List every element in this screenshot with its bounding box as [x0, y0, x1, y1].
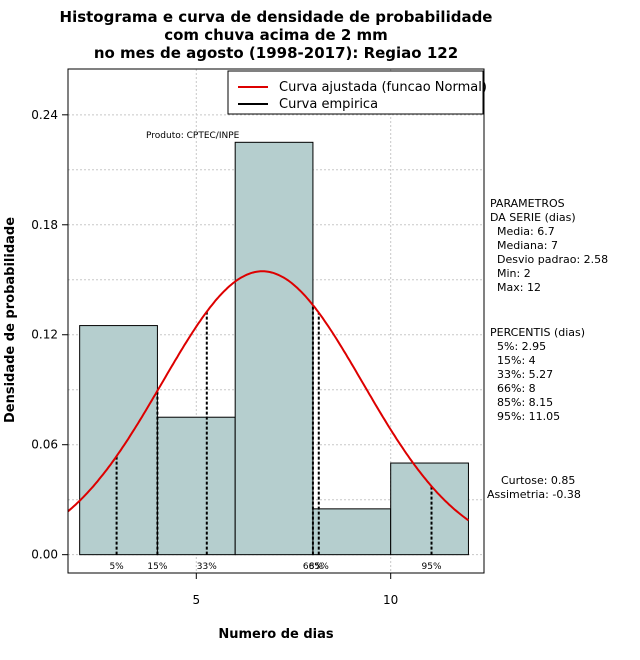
y-axis-ticks: 0.00 0.06 0.12 0.18 0.24 [31, 108, 68, 562]
percentil-85: 85%: 8.15 [497, 396, 553, 409]
param-mediana: Mediana: 7 [497, 239, 558, 252]
x-tick-label-1: 10 [383, 593, 398, 607]
chart-title-line-3: no mes de agosto (1998-2017): Regiao 122 [94, 44, 458, 62]
percentile-lines [115, 305, 433, 555]
percentile-label-1: 15% [147, 562, 167, 572]
percentil-66: 66%: 8 [497, 382, 536, 395]
legend: Curva ajustada (funcao Normal) Curva emp… [227, 70, 487, 115]
plot-frame [67, 68, 485, 574]
percentile-label-2: 33% [197, 562, 217, 572]
histogram-bar-3 [312, 508, 392, 556]
y-tick-label-0: 0.00 [31, 548, 58, 562]
param-media: Media: 6.7 [497, 225, 555, 238]
histogram-bars [79, 141, 469, 556]
side-panel-parameters: PARAMETROS DA SERIE (dias) Media: 6.7 Me… [490, 197, 608, 294]
percentile-label-0: 5% [109, 562, 124, 572]
percentile-label-3: 66% [303, 562, 323, 572]
legend-label-normal: Curva ajustada (funcao Normal) [279, 80, 487, 95]
chart-title-line-2: com chuva acima de 2 mm [164, 26, 388, 44]
x-axis-ticks: 5 10 [192, 573, 398, 607]
assimetria-value: Assimetria: -0.38 [487, 488, 581, 501]
percentis-title: PERCENTIS (dias) [490, 326, 585, 339]
percentil-5: 5%: 2.95 [497, 340, 546, 353]
percentile-label-4: 85% [309, 562, 329, 572]
y-axis-label: Densidade de probabilidade [3, 217, 18, 423]
param-max: Max: 12 [497, 281, 541, 294]
params-title-2: DA SERIE (dias) [490, 211, 576, 224]
histogram-bar-2 [234, 141, 314, 556]
param-min: Min: 2 [497, 267, 531, 280]
param-desvio: Desvio padrao: 2.58 [497, 253, 608, 266]
product-annotation: Produto: CPTEC/INPE [146, 131, 240, 141]
percentil-95: 95%: 11.05 [497, 410, 560, 423]
curtose-value: Curtose: 0.85 [501, 474, 575, 487]
normal-fit-curve [67, 270, 469, 522]
x-axis-label: Numero de dias [218, 627, 334, 642]
chart-title-line-1: Histograma e curva de densidade de proba… [60, 8, 493, 26]
params-title-1: PARAMETROS [490, 197, 565, 210]
percentil-33: 33%: 5.27 [497, 368, 553, 381]
y-tick-label-1: 0.06 [31, 438, 58, 452]
percentil-15: 15%: 4 [497, 354, 536, 367]
side-panel-percentis: PERCENTIS (dias) 5%: 2.95 15%: 4 33%: 5.… [490, 326, 585, 423]
percentile-labels: 5% 15% 33% 66%85% 95% [109, 562, 442, 572]
x-tick-label-0: 5 [192, 593, 200, 607]
legend-box [227, 70, 484, 115]
percentile-label-5: 95% [422, 562, 442, 572]
legend-label-empirical: Curva empirica [279, 97, 378, 112]
histogram-bar-0 [79, 325, 158, 556]
y-tick-label-4: 0.24 [31, 108, 58, 122]
y-tick-label-3: 0.18 [31, 218, 58, 232]
y-tick-label-2: 0.12 [31, 328, 58, 342]
histogram-bar-4 [390, 462, 469, 556]
histogram-bar-1 [156, 416, 236, 556]
